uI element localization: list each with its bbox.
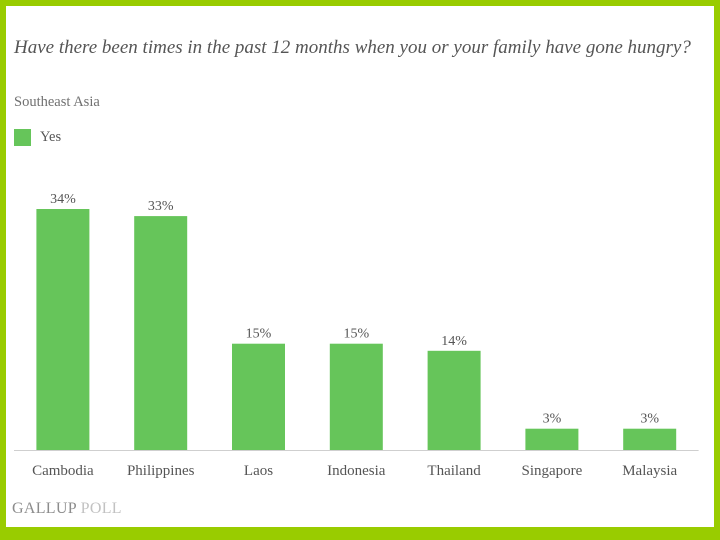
bar-chart: 34% Cambodia 33% Philippines 15% Laos 15% Indon…: [14, 192, 699, 479]
tick-label-malaysia: Malaysia: [622, 463, 677, 479]
legend: Yes: [14, 129, 61, 146]
tick-label-singapore: Singapore: [521, 463, 582, 479]
chart-panel: Have there been times in the past 12 mon…: [6, 6, 714, 527]
bar-cambodia: [36, 209, 90, 450]
data-label-thailand: 14%: [441, 334, 467, 349]
data-label-laos: 15%: [246, 327, 272, 342]
logo-primary: GALLUP: [12, 500, 77, 517]
data-label-cambodia: 34%: [50, 192, 76, 207]
bar-laos: [232, 343, 285, 450]
legend-swatch-yes: [14, 129, 31, 146]
bar-philippines: [134, 216, 188, 450]
legend-label-yes: Yes: [40, 129, 62, 145]
tick-label-thailand: Thailand: [427, 463, 481, 479]
data-label-indonesia: 15%: [343, 327, 369, 342]
data-label-philippines: 33%: [148, 199, 174, 214]
chart-subtitle: Southeast Asia: [14, 94, 100, 110]
bar-thailand: [427, 350, 481, 450]
bar-indonesia: [329, 343, 383, 450]
tick-label-cambodia: Cambodia: [32, 463, 94, 479]
gallup-poll-logo: GALLUP POLL: [12, 500, 122, 518]
bar-malaysia: [623, 428, 677, 450]
logo-secondary: POLL: [80, 500, 122, 517]
tick-label-indonesia: Indonesia: [327, 463, 386, 479]
tick-label-philippines: Philippines: [127, 463, 195, 479]
bar-singapore: [525, 428, 579, 450]
data-label-malaysia: 3%: [640, 412, 659, 427]
chart-title: Have there been times in the past 12 mon…: [14, 37, 691, 58]
data-label-singapore: 3%: [543, 412, 562, 427]
tick-label-laos: Laos: [244, 463, 273, 479]
